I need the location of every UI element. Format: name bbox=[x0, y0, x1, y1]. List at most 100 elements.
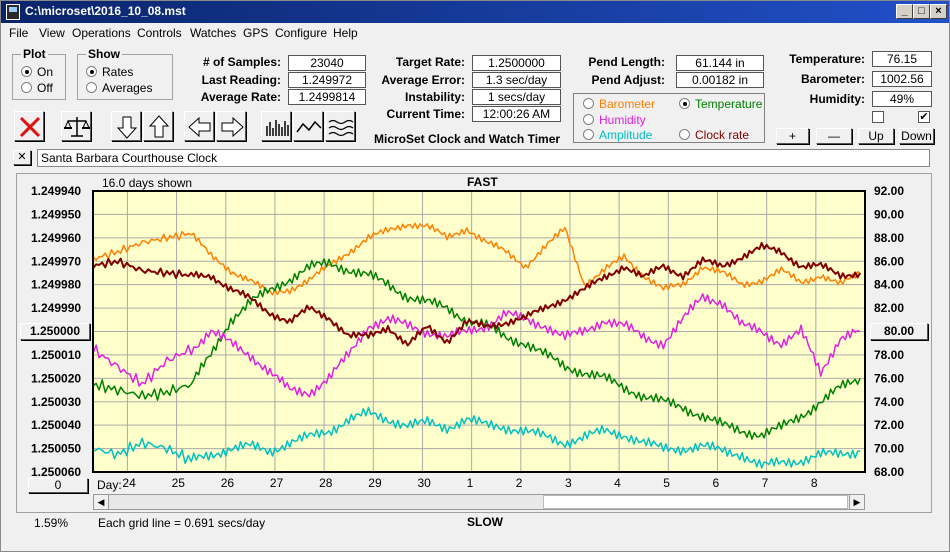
show-group: Show bbox=[77, 47, 173, 100]
amplitude-radio[interactable]: Amplitude bbox=[583, 128, 652, 142]
y-left-tick-label: 1.249980 bbox=[31, 278, 81, 292]
scale-plus-button[interactable]: + bbox=[776, 128, 809, 144]
pend-length-field: 61.144 in bbox=[676, 55, 764, 71]
x-tick-label: 28 bbox=[319, 476, 333, 490]
time-scrollbar[interactable]: ◀ ▶ bbox=[93, 494, 865, 510]
y-left-tick-label: 1.250020 bbox=[31, 371, 81, 385]
menu-gps[interactable]: GPS bbox=[243, 26, 269, 40]
humidity-field: 49% bbox=[872, 91, 932, 107]
clock-name-input[interactable]: Santa Barbara Courthouse Clock bbox=[37, 149, 930, 167]
y-left-tick-label: 1.250050 bbox=[31, 442, 81, 456]
series-line-amplitude bbox=[92, 406, 861, 469]
scale-down-button[interactable]: Down bbox=[899, 128, 934, 144]
days-shown-label: 16.0 days shown bbox=[102, 176, 193, 190]
wave-graph-button[interactable] bbox=[325, 111, 355, 141]
x-tick-label: 27 bbox=[270, 476, 284, 490]
window-title: C:\microset\2016_10_08.mst bbox=[25, 4, 186, 18]
reset-button[interactable] bbox=[14, 111, 44, 141]
plot-panel bbox=[16, 173, 932, 513]
samples-label: # of Samples: bbox=[202, 55, 281, 69]
bar-graph-button[interactable] bbox=[261, 111, 291, 141]
y-left-tick-label: 1.250040 bbox=[31, 418, 81, 432]
checkmark-icon: ✔ bbox=[919, 111, 929, 123]
app-icon bbox=[6, 4, 20, 20]
menu-view[interactable]: View bbox=[39, 26, 65, 40]
right-scale-button[interactable]: 80.00 bbox=[870, 323, 928, 340]
menu-configure[interactable]: Configure bbox=[275, 26, 328, 40]
scale-up-button[interactable]: Up bbox=[858, 128, 894, 144]
minimize-button[interactable]: _ bbox=[896, 4, 913, 19]
temperature-field: 76.15 bbox=[872, 51, 932, 67]
scroll-left-button[interactable] bbox=[184, 111, 214, 141]
maximize-button[interactable]: □ bbox=[913, 4, 930, 19]
samples-field: 23040 bbox=[288, 55, 366, 71]
temperature-radio[interactable]: Temperature bbox=[679, 97, 762, 111]
y-right-tick-label: 74.00 bbox=[874, 395, 904, 409]
bar-graph-icon bbox=[266, 120, 289, 136]
center-rate-button[interactable]: 1.250000 bbox=[20, 323, 90, 340]
target-rate-field: 1.2500000 bbox=[472, 55, 561, 71]
show-group-label: Show bbox=[86, 47, 122, 61]
checkbox-2[interactable]: ✔ bbox=[918, 111, 930, 123]
show-averages-radio[interactable]: Averages bbox=[86, 81, 152, 95]
x-tick-label: 8 bbox=[811, 476, 818, 490]
pend-adjust-label: Pend Adjust: bbox=[591, 73, 665, 87]
balance-button[interactable] bbox=[61, 111, 91, 141]
average-rate-label: Average Rate: bbox=[200, 90, 281, 104]
scroll-right-arrow-icon[interactable]: ▶ bbox=[849, 495, 864, 509]
sensor-select-box bbox=[573, 93, 765, 143]
x-tick-label: 26 bbox=[221, 476, 235, 490]
menu-controls[interactable]: Controls bbox=[137, 26, 182, 40]
clock-rate-radio[interactable]: Clock rate bbox=[679, 128, 749, 142]
y-right-tick-label: 82.00 bbox=[874, 301, 904, 315]
x-tick-label: 30 bbox=[417, 476, 431, 490]
scale-minus-button[interactable]: — bbox=[816, 128, 852, 144]
plot-off-radio[interactable]: Off bbox=[21, 81, 53, 95]
plot-frame bbox=[92, 190, 866, 473]
barometer-field: 1002.56 bbox=[872, 71, 932, 87]
checkbox-1[interactable] bbox=[872, 111, 884, 123]
x-tick-label: 2 bbox=[516, 476, 523, 490]
x-tick-label: 6 bbox=[712, 476, 719, 490]
scrollbar-thumb[interactable] bbox=[543, 495, 848, 509]
series-line-humidity bbox=[92, 293, 861, 398]
menu-operations[interactable]: Operations bbox=[72, 26, 131, 40]
app-title-label: MicroSet Clock and Watch Timer bbox=[374, 132, 561, 146]
clear-name-button[interactable]: ✕ bbox=[13, 150, 31, 165]
line-graph-button[interactable] bbox=[293, 111, 323, 141]
clock-rate-option-label: Clock rate bbox=[695, 128, 750, 142]
y-left-tick-label: 1.249940 bbox=[31, 184, 81, 198]
close-button[interactable]: × bbox=[930, 4, 947, 19]
scroll-up-button[interactable] bbox=[143, 111, 173, 141]
y-right-tick-label: 88.00 bbox=[874, 231, 904, 245]
menu-bar: File View Operations Controls Watches GP… bbox=[1, 23, 949, 43]
arrow-up-icon bbox=[148, 115, 170, 138]
zero-button[interactable]: 0 bbox=[28, 478, 88, 493]
menu-help[interactable]: Help bbox=[333, 26, 358, 40]
humidity-label: Humidity: bbox=[809, 92, 865, 106]
barometer-label: Barometer: bbox=[800, 72, 865, 86]
menu-watches[interactable]: Watches bbox=[190, 26, 237, 40]
humidity-radio[interactable]: Humidity bbox=[583, 113, 646, 127]
menu-file[interactable]: File bbox=[9, 26, 29, 40]
scroll-left-arrow-icon[interactable]: ◀ bbox=[94, 495, 109, 509]
scroll-right-button[interactable] bbox=[216, 111, 246, 141]
target-rate-label: Target Rate: bbox=[395, 55, 465, 69]
barometer-option-label: Barometer bbox=[599, 97, 656, 111]
show-rates-radio[interactable]: Rates bbox=[86, 65, 133, 79]
plot-group-label: Plot bbox=[21, 47, 48, 61]
barometer-radio[interactable]: Barometer bbox=[583, 97, 655, 111]
current-time-field: 12:00:26 AM bbox=[472, 106, 561, 122]
instability-label: Instability: bbox=[404, 90, 465, 104]
plot-off-label: Off bbox=[37, 81, 53, 95]
plot-on-radio[interactable]: On bbox=[21, 65, 53, 79]
scroll-down-button[interactable] bbox=[111, 111, 141, 141]
y-right-tick-label: 70.00 bbox=[874, 442, 904, 456]
title-bar[interactable]: C:\microset\2016_10_08.mst _ □ × bbox=[1, 1, 949, 23]
y-left-tick-label: 1.249950 bbox=[31, 207, 81, 221]
humidity-option-label: Humidity bbox=[599, 113, 646, 127]
y-left-tick-label: 1.249960 bbox=[31, 231, 81, 245]
series-line-temperature bbox=[92, 258, 861, 440]
radio-dot-icon bbox=[86, 66, 97, 77]
show-rates-label: Rates bbox=[102, 65, 134, 79]
